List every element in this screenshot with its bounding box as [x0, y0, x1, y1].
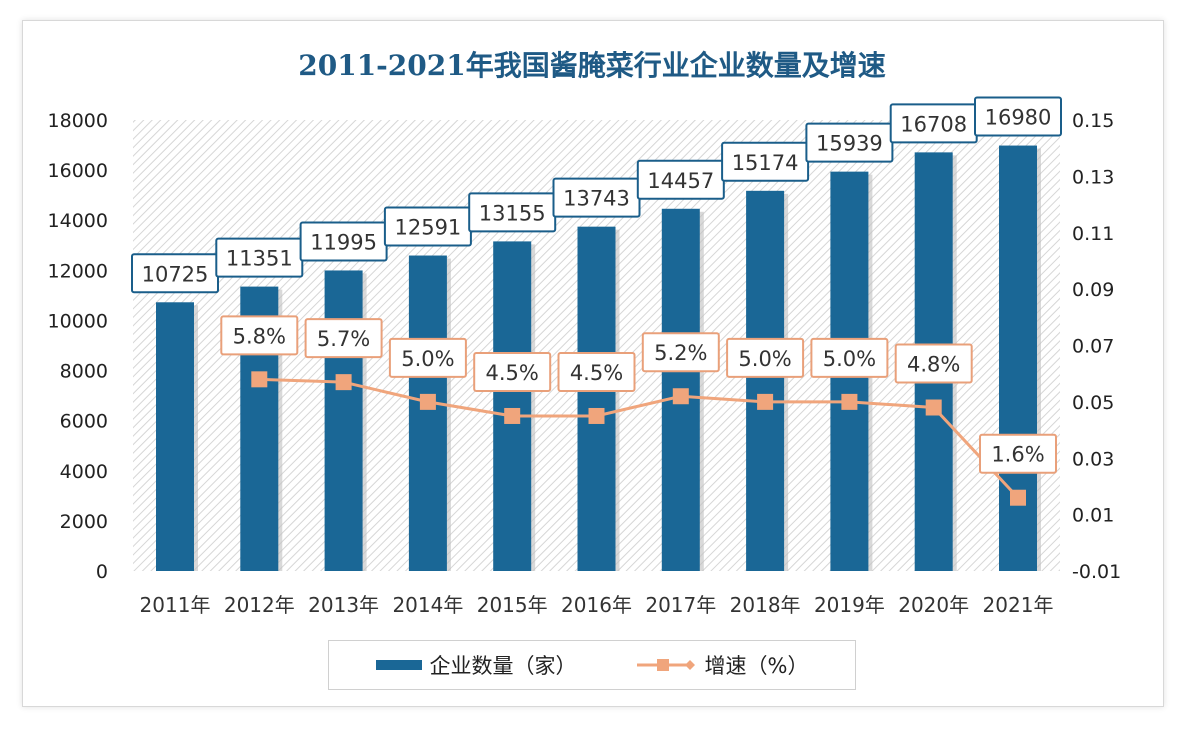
bar-data-label: 15174: [732, 151, 799, 175]
line-marker: [504, 407, 521, 424]
bar-data-label: 15939: [816, 132, 883, 156]
line-data-label: 4.5%: [486, 361, 539, 385]
x-tick: 2020年: [898, 593, 969, 617]
line-label-box: [557, 351, 636, 392]
x-tick: 2017年: [645, 593, 716, 617]
bar-data-label: 13155: [479, 201, 546, 225]
chart-title: 2011-2021年我国酱腌菜行业企业数量及增速: [298, 49, 886, 82]
legend-item-bar: 企业数量（家）: [375, 650, 577, 680]
line-data-label: 5.8%: [233, 324, 286, 348]
y-right-tick: 0.03: [1072, 448, 1114, 470]
line-marker: [419, 393, 436, 410]
line-marker: [841, 393, 858, 410]
bar: [156, 302, 194, 571]
bar: [746, 190, 785, 571]
bar-data-label: 11351: [226, 247, 293, 271]
y-right-tick: 0.11: [1072, 223, 1114, 245]
y-right-tick: -0.01: [1072, 561, 1121, 583]
bar-data-label: 10725: [142, 262, 209, 286]
legend: 企业数量（家） 增速（%）: [328, 640, 856, 690]
bar-data-label: 11995: [310, 230, 377, 254]
line-marker: [588, 407, 605, 424]
x-tick: 2016年: [561, 593, 632, 617]
line-data-label: 5.7%: [317, 327, 370, 351]
y-left-tick: 14000: [48, 210, 108, 232]
line-label-box: [726, 337, 805, 378]
x-tick: 2015年: [477, 593, 548, 617]
y-left-tick: 10000: [48, 310, 108, 332]
legend-bar-swatch: [375, 660, 422, 670]
legend-line-swatch: [636, 659, 695, 671]
bar: [577, 226, 616, 571]
line-marker: [672, 388, 689, 405]
line-data-label: 5.2%: [654, 341, 707, 365]
line-label-box: [388, 337, 467, 378]
bar-label-box: [974, 96, 1062, 137]
line-marker: [251, 371, 268, 388]
line-label-box: [473, 351, 552, 392]
y-right-tick: 0.09: [1072, 279, 1114, 301]
legend-line-label: 增速（%）: [704, 654, 809, 678]
y-left-tick: 8000: [60, 361, 108, 383]
line-marker: [335, 374, 352, 391]
bar-data-label: 13743: [563, 187, 630, 211]
bar-data-label: 16980: [985, 106, 1052, 130]
bar: [324, 270, 363, 571]
x-tick: 2018年: [730, 593, 801, 617]
x-tick: 2021年: [983, 593, 1054, 617]
y-left-tick: 4000: [60, 461, 108, 483]
y-left-tick: 2000: [60, 511, 108, 533]
line-data-label: 5.0%: [738, 347, 791, 371]
line-data-label: 4.5%: [570, 361, 623, 385]
line-label-box: [979, 433, 1057, 474]
line-label-box: [641, 332, 720, 373]
bar-data-label: 14457: [647, 169, 714, 193]
bar-data-label: 12591: [394, 216, 461, 240]
line-data-label: 1.6%: [991, 443, 1044, 467]
line-data-label: 4.8%: [907, 353, 960, 377]
line-label-box: [304, 318, 383, 359]
bar-data-label: 16708: [900, 112, 967, 136]
y-right-tick: 0.15: [1072, 110, 1114, 132]
y-right-tick: 0.05: [1072, 392, 1114, 414]
x-tick: 2013年: [308, 593, 379, 617]
y-left-tick: 18000: [48, 110, 108, 132]
line-marker: [757, 393, 774, 410]
growth-line: [259, 377, 1020, 499]
x-tick: 2014年: [392, 593, 463, 617]
y-left-tick: 16000: [48, 160, 108, 182]
y-left-tick: 12000: [48, 260, 108, 282]
line-label-box: [810, 337, 889, 378]
y-left-tick: 0: [96, 561, 108, 583]
line-marker: [925, 399, 942, 416]
y-right-tick: 0.07: [1072, 336, 1114, 358]
bar: [493, 241, 532, 571]
y-right-tick: 0.01: [1072, 505, 1114, 527]
line-data-label: 5.0%: [823, 347, 876, 371]
line-label-box: [220, 315, 299, 356]
bar: [999, 145, 1037, 571]
y-left-tick: 6000: [60, 411, 108, 433]
x-tick: 2019年: [814, 593, 885, 617]
line-label-box: [894, 343, 973, 384]
y-right-tick: 0.13: [1072, 166, 1114, 188]
legend-bar-label: 企业数量（家）: [429, 654, 577, 678]
x-tick: 2011年: [140, 593, 211, 617]
legend-item-line: 增速（%）: [636, 650, 809, 680]
x-tick: 2012年: [224, 593, 295, 617]
line-data-label: 5.0%: [401, 347, 454, 371]
bar: [408, 255, 447, 571]
line-marker: [1010, 489, 1026, 506]
